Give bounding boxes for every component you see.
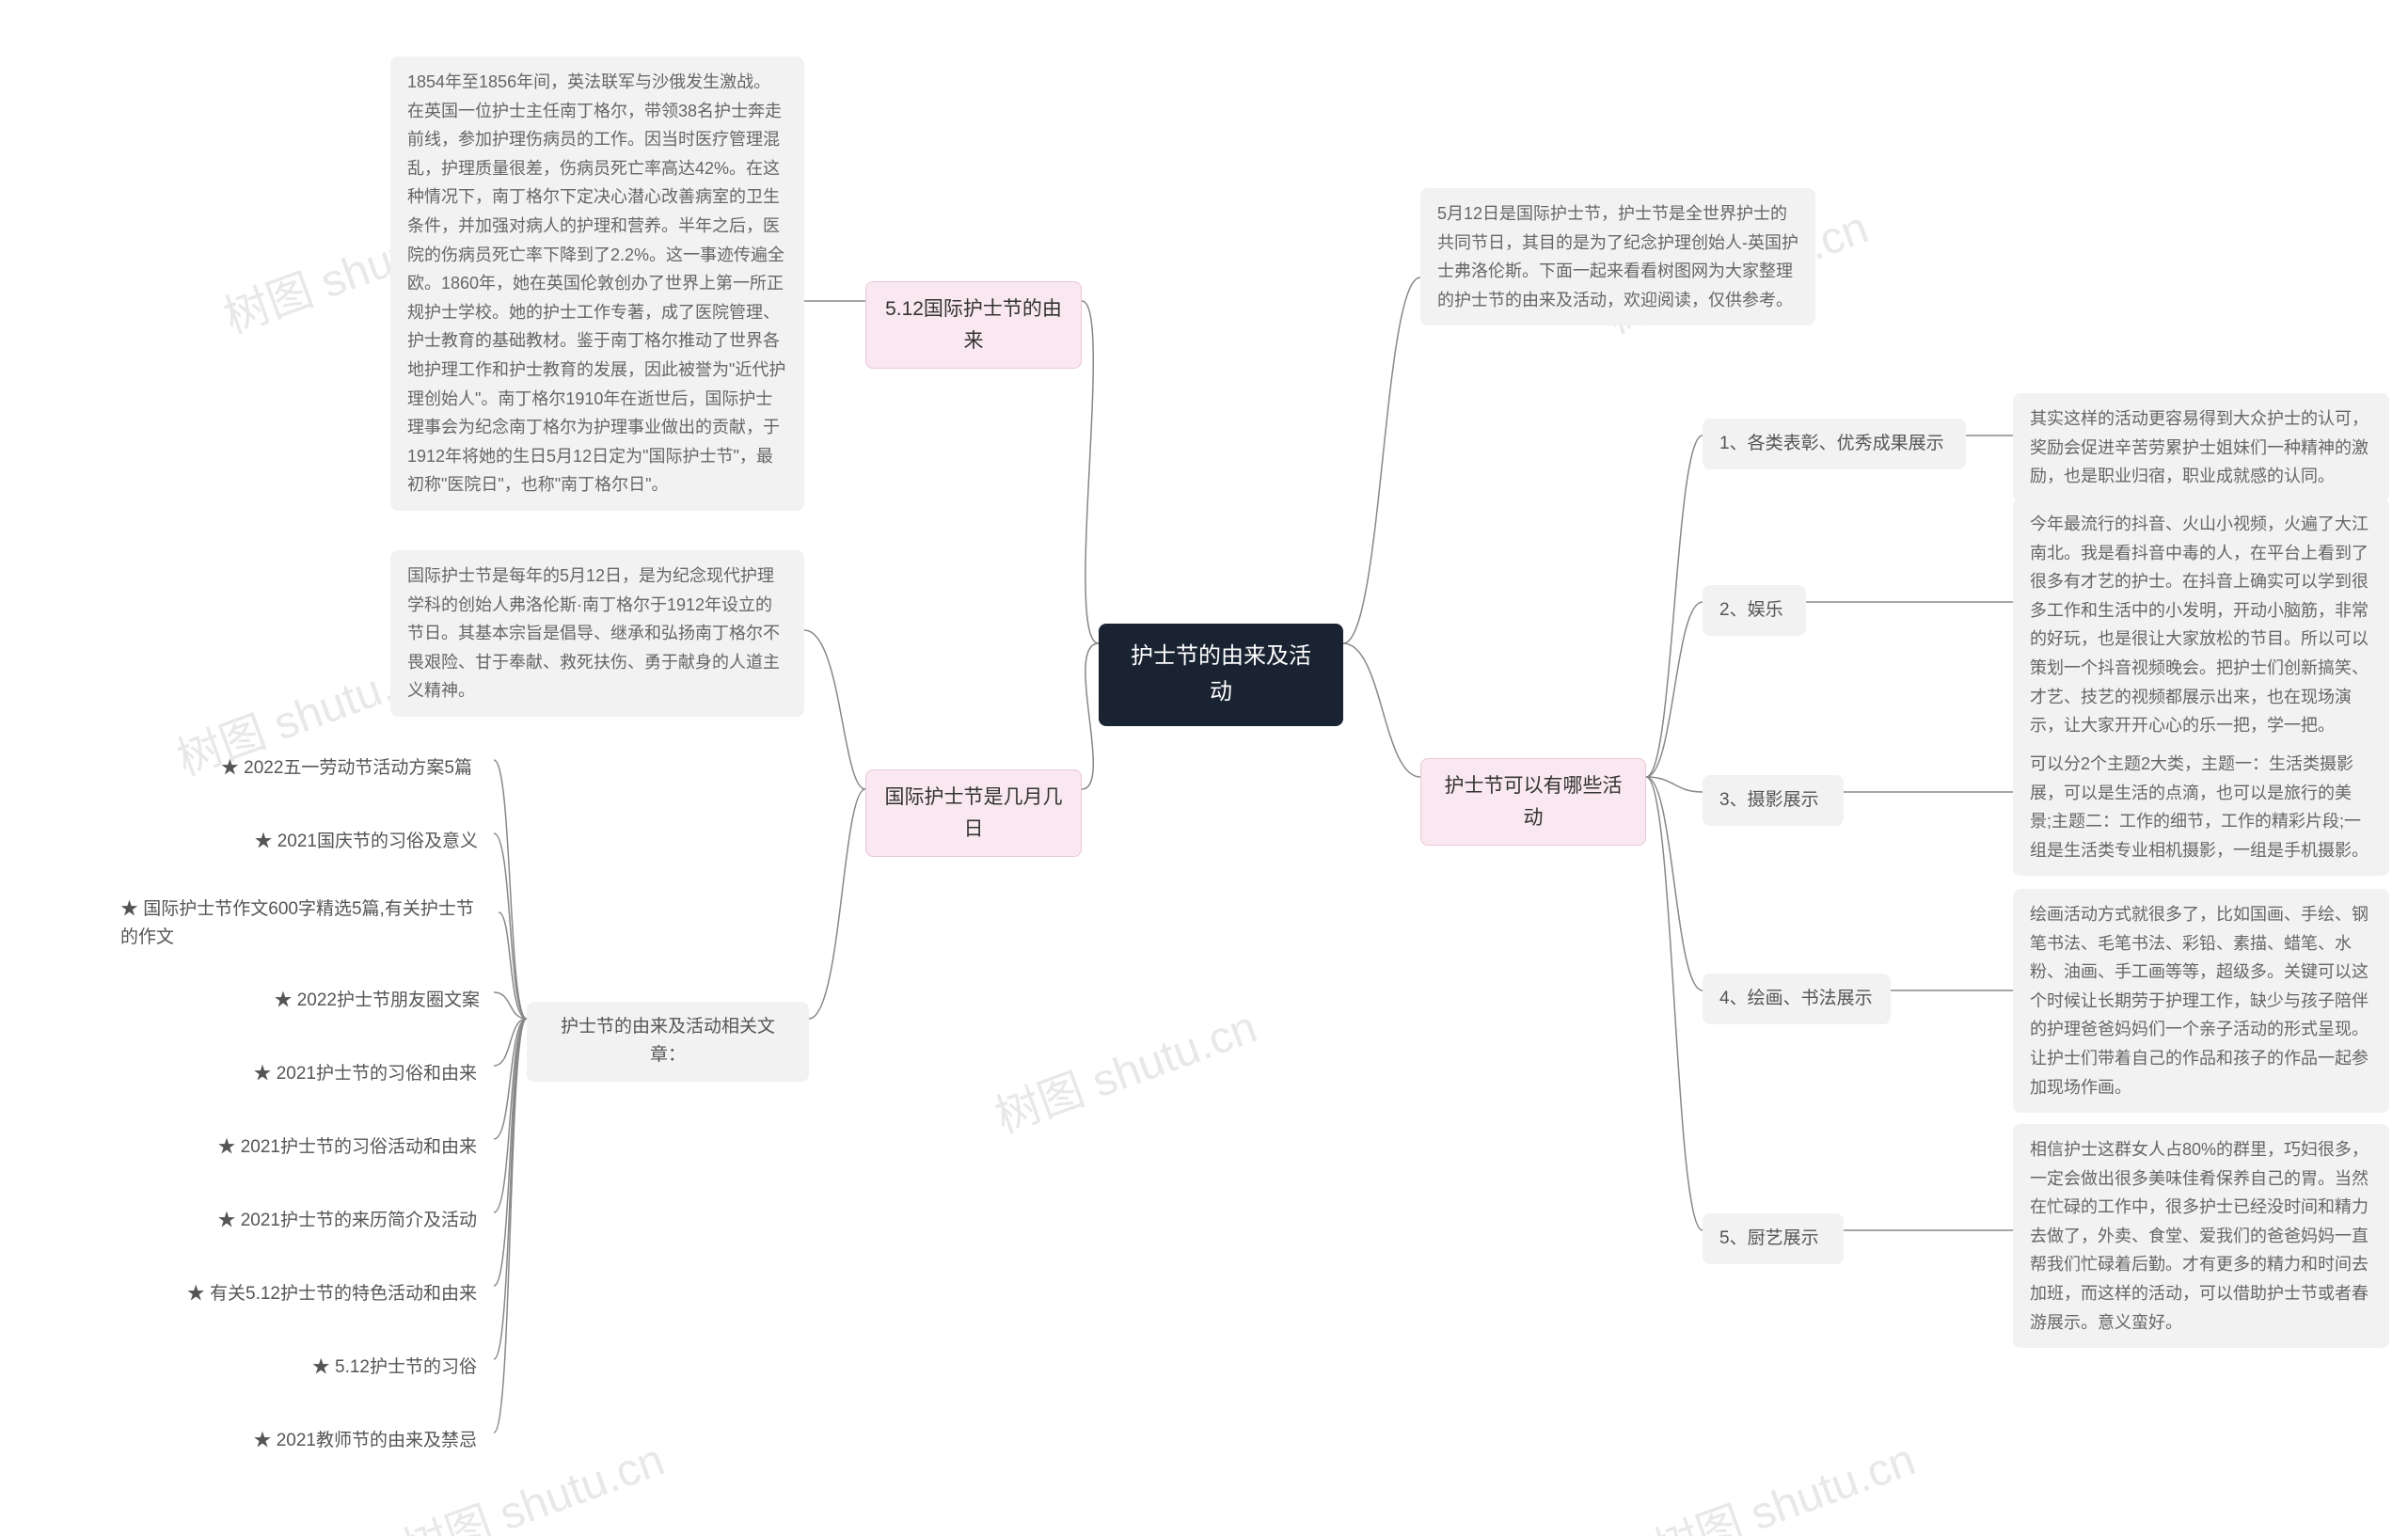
branch-activities[interactable]: 护士节可以有哪些活动 [1420,758,1646,846]
related-link[interactable]: ★ 2021国庆节的习俗及意义 [222,816,495,867]
activity-entertainment[interactable]: 2、娱乐 [1703,585,1806,636]
watermark: 树图 shutu.cn [1643,1422,1923,1536]
related-link[interactable]: ★ 5.12护士节的习俗 [292,1342,494,1393]
related-link[interactable]: ★ 2022护士节朋友圈文案 [243,975,497,1026]
activity-awards-text: 其实这样的活动更容易得到大众护士的认可，奖励会促进辛苦劳累护士姐妹们一种精神的激… [2013,393,2389,502]
branch-when-is[interactable]: 国际护士节是几月几日 [865,769,1082,857]
related-link[interactable]: ★ 2021护士节的习俗和由来 [221,1049,494,1100]
activity-photography[interactable]: 3、摄影展示 [1703,775,1844,826]
branch-origin-512[interactable]: 5.12国际护士节的由来 [865,281,1082,369]
related-link[interactable]: ★ 2022五一劳动节活动方案5篇 [188,743,489,794]
activity-painting-text: 绘画活动方式就很多了，比如国画、手绘、钢笔书法、毛笔书法、彩铅、素描、蜡笔、水粉… [2013,889,2389,1113]
leaf-when-is-text: 国际护士节是每年的5月12日，是为纪念现代护理学科的创始人弗洛伦斯·南丁格尔于1… [390,550,804,717]
activity-cooking-text: 相信护士这群女人占80%的群里，巧妇很多，一定会做出很多美味佳肴保养自己的胃。当… [2013,1124,2389,1348]
related-link[interactable]: ★ 2021教师节的由来及禁忌 [221,1416,494,1466]
related-link[interactable]: ★ 有关5.12护士节的特色活动和由来 [150,1269,494,1320]
activity-entertainment-text: 今年最流行的抖音、火山小视频，火遍了大江南北。我是看抖音中毒的人，在平台上看到了… [2013,499,2389,752]
activity-awards[interactable]: 1、各类表彰、优秀成果展示 [1703,419,1966,469]
intro-text: 5月12日是国际护士节，护士节是全世界护士的共同节日，其目的是为了纪念护理创始人… [1420,188,1815,325]
activity-cooking[interactable]: 5、厨艺展示 [1703,1213,1844,1264]
activity-photography-text: 可以分2个主题2大类，主题一：生活类摄影展，可以是生活的点滴，也可以是旅行的美景… [2013,738,2389,876]
related-link[interactable]: ★ 国际护士节作文600字精选5篇,有关护士节的作文 [103,884,499,964]
related-articles-hub[interactable]: 护士节的由来及活动相关文章： [527,1002,809,1082]
watermark: 树图 shutu.cn [985,990,1264,1145]
mindmap-center[interactable]: 护士节的由来及活动 [1099,624,1343,726]
related-link[interactable]: ★ 2021护士节的习俗活动和由来 [183,1122,494,1173]
activity-painting[interactable]: 4、绘画、书法展示 [1703,974,1891,1024]
related-link[interactable]: ★ 2021护士节的来历简介及活动 [183,1196,494,1246]
leaf-origin-512-text: 1854年至1856年间，英法联军与沙俄发生激战。在英国一位护士主任南丁格尔，带… [390,56,804,511]
